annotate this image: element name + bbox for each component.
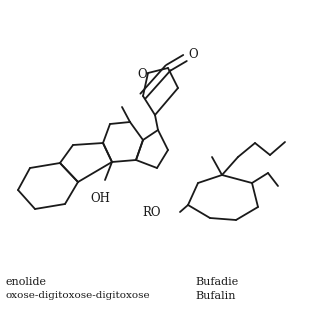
Text: OH: OH: [90, 192, 110, 205]
Text: O: O: [137, 68, 147, 80]
Text: Bufalin: Bufalin: [195, 291, 235, 301]
Text: Bufadie: Bufadie: [195, 277, 238, 287]
Text: oxose-digitoxose-digitoxose: oxose-digitoxose-digitoxose: [5, 291, 150, 300]
Text: O: O: [188, 48, 198, 62]
Text: RO: RO: [143, 205, 161, 219]
Text: enolide: enolide: [5, 277, 46, 287]
